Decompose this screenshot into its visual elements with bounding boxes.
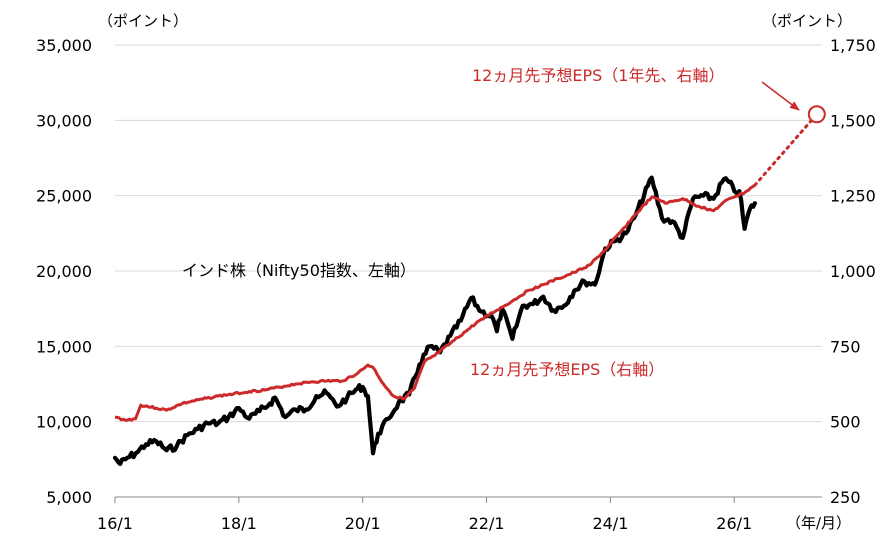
series-line-eps-forecast — [753, 112, 819, 187]
x-tick-label: 22/1 — [469, 514, 505, 533]
x-tick-label: 24/1 — [592, 514, 628, 533]
label-eps-forecast: 12ヵ月先予想EPS（1年先、右軸） — [472, 66, 724, 85]
right-tick-label: 250 — [830, 488, 861, 507]
x-ticks — [114, 497, 735, 503]
x-tick-labels: 16/1 18/1 20/1 22/1 24/1 26/1 — [97, 514, 752, 533]
left-tick-label: 30,000 — [36, 111, 92, 130]
series-line-eps — [114, 183, 756, 422]
gridlines — [115, 44, 822, 423]
right-tick-label: 750 — [830, 337, 861, 356]
x-tick-label: 16/1 — [97, 514, 133, 533]
x-tick-label: 20/1 — [345, 514, 381, 533]
left-axis-unit: （ポイント） — [98, 12, 188, 30]
left-tick-label: 15,000 — [36, 337, 92, 356]
left-tick-labels: 5,000 10,000 15,000 20,000 25,000 30,000 35,00… — [36, 36, 92, 507]
left-tick-label: 5,000 — [46, 488, 92, 507]
forecast-marker-circle — [807, 105, 826, 124]
right-axis-unit: （ポイント） — [762, 12, 852, 30]
x-tick-label: 18/1 — [221, 514, 257, 533]
right-tick-label: 1,750 — [830, 36, 876, 55]
label-nifty50: インド株（Nifty50指数、左軸） — [182, 261, 416, 280]
right-tick-label: 1,000 — [830, 262, 876, 281]
right-tick-label: 1,500 — [830, 111, 876, 130]
series-line-nifty50 — [112, 175, 757, 466]
left-tick-label: 20,000 — [36, 262, 92, 281]
left-tick-label: 10,000 — [36, 413, 92, 432]
left-tick-label: 35,000 — [36, 36, 92, 55]
label-eps: 12ヵ月先予想EPS（右軸） — [470, 360, 664, 379]
right-tick-label: 500 — [830, 413, 861, 432]
left-tick-label: 25,000 — [36, 187, 92, 206]
annotation-arrow — [761, 81, 800, 111]
right-tick-label: 1,250 — [830, 187, 876, 206]
x-tick-label: 26/1 — [716, 514, 752, 533]
x-axis-unit: （年/月） — [786, 514, 851, 532]
right-tick-labels: 250 500 750 1,000 1,250 1,500 1,750 — [830, 36, 876, 507]
